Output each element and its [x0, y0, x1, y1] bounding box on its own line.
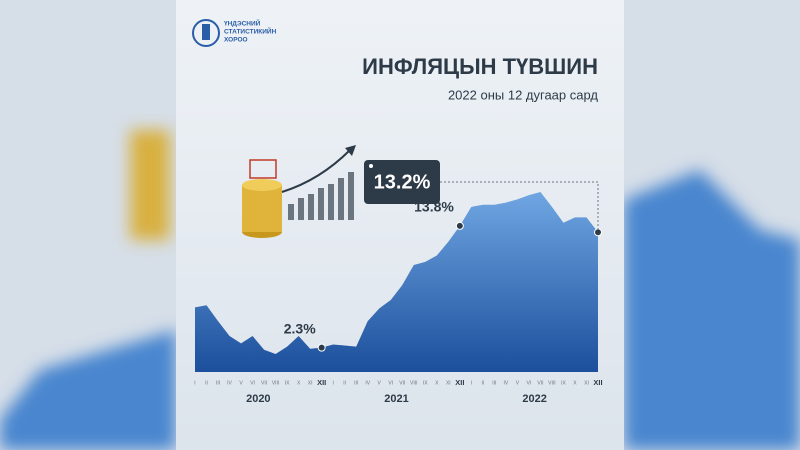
x-tick-label: XII [455, 378, 464, 387]
x-tick-label: III [492, 380, 496, 386]
chart-title: ИНФЛЯЦЫН ТҮВШИН [362, 54, 598, 79]
x-tick-label: VIII [548, 380, 556, 386]
x-tick-label: VI [250, 380, 255, 386]
x-tick-label: VII [537, 380, 543, 386]
x-tick-label: II [481, 380, 484, 386]
x-tick-label: IX [423, 380, 428, 386]
icon [242, 145, 356, 238]
point [455, 221, 464, 230]
x-tick-label: X [573, 380, 577, 386]
x-tick-label: XI [446, 380, 451, 386]
x-tick-label: X [297, 380, 301, 386]
x-tick-label: IV [504, 380, 509, 386]
x-tick-label: II [343, 380, 346, 386]
x-tick-label: VII [261, 380, 267, 386]
value-label: 13.2% [374, 171, 431, 193]
x-tick-label: V [378, 380, 382, 386]
x-tick-label: II [205, 380, 208, 386]
x-tick-label: III [354, 380, 358, 386]
x-tick-label: VI [527, 380, 532, 386]
x-tick-label: III [216, 380, 220, 386]
x-tick-label: XII [593, 378, 602, 387]
area [195, 192, 598, 372]
value-label: 2.3% [284, 320, 316, 336]
year-label: 2022 [522, 393, 546, 405]
year-label: 2021 [384, 393, 408, 405]
year-label: 2020 [246, 393, 270, 405]
x-tick-label: IV [227, 380, 232, 386]
x-tick-label: IV [365, 380, 370, 386]
blurred-sides [0, 130, 800, 450]
x-tick-label: V [516, 380, 520, 386]
callout-dot [369, 164, 373, 168]
x-tick-label: VIII [410, 380, 418, 386]
x-tick-label: IX [285, 380, 290, 386]
x-tick-label: VII [399, 380, 405, 386]
logo-text: СТАТИСТИКИЙН [224, 27, 277, 36]
x-tick-label: VI [388, 380, 393, 386]
logo: ҮНДЭСНИЙ СТАТИСТИКИЙН ХОРОО [192, 19, 277, 47]
x-tick-label: XII [317, 378, 326, 387]
logo-text: ҮНДЭСНИЙ [224, 19, 261, 28]
x-tick-label: IX [561, 380, 566, 386]
logo-text: ХОРОО [224, 37, 248, 44]
callout-box [364, 160, 440, 204]
chart-subtitle: 2022 оны 12 дугаар сард [448, 87, 598, 102]
x-tick-label: VIII [272, 380, 280, 386]
x-tick-label: V [239, 380, 243, 386]
x-tick-label: I [471, 380, 472, 386]
leader-line [440, 181, 599, 233]
x-tick-label: XI [584, 380, 589, 386]
x-tick-label: I [332, 380, 333, 386]
x-tick-label: X [435, 380, 439, 386]
x-tick-label: I [194, 380, 195, 386]
point [317, 343, 326, 352]
x-tick-label: XI [308, 380, 313, 386]
